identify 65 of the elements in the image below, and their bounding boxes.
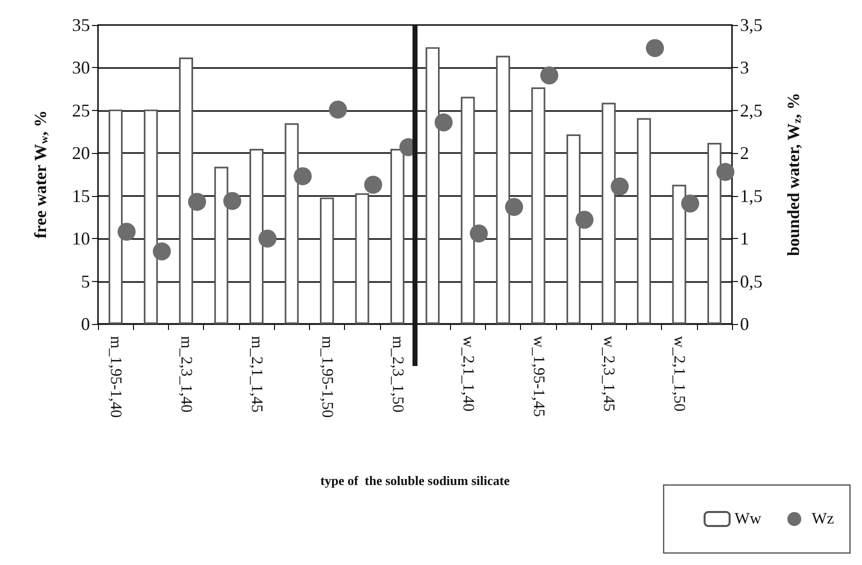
point [646, 39, 664, 58]
y-axis-title: free water Ww, % [31, 110, 50, 238]
point [152, 242, 171, 260]
bar [250, 148, 264, 324]
y2-tick-label: 1,5 [740, 186, 762, 206]
bar [496, 56, 510, 324]
y-tick-label: 25 [72, 100, 90, 120]
point [118, 222, 136, 241]
bar [179, 57, 194, 324]
x-tick-label: m_2,3_1,40 [178, 336, 195, 412]
point [328, 100, 347, 119]
point [470, 224, 488, 242]
bar [460, 96, 475, 324]
bar [108, 110, 123, 324]
point [294, 167, 312, 186]
x-tick-label: m_2,1_1,45 [248, 336, 265, 412]
y2-tick-label: 0,5 [740, 271, 762, 292]
bar [602, 102, 616, 324]
point [223, 192, 242, 210]
point [576, 210, 594, 229]
bar [707, 142, 722, 324]
x-tick-label: m_1,95-1,40 [107, 336, 124, 418]
x-tick-label: w_2,3_1,45 [600, 336, 618, 412]
bar [284, 123, 299, 324]
y-tick-label: 5 [81, 271, 90, 292]
point [681, 194, 700, 213]
y2-tick-label: 0 [740, 314, 749, 334]
x-tick-label: w_2,1_1,50 [670, 336, 688, 412]
y2-tick-label: 2 [740, 143, 749, 164]
point [505, 198, 524, 216]
x-tick-label: w_2,1_1,40 [459, 336, 476, 412]
bar [672, 184, 686, 324]
bar [426, 47, 440, 324]
bar [144, 110, 158, 324]
y-tick-label: 10 [72, 228, 90, 249]
bar [214, 166, 228, 324]
point [188, 192, 206, 211]
y-tick-label: 30 [72, 58, 90, 78]
y-tick-label: 15 [72, 186, 90, 206]
point [364, 176, 382, 194]
point [434, 113, 453, 132]
bar [566, 134, 580, 324]
bar [390, 148, 404, 324]
bar [320, 198, 334, 324]
bar [355, 193, 370, 324]
point [540, 66, 558, 84]
y-tick-label: 20 [72, 143, 90, 164]
y2-axis-title: bounded water, Wz, % [784, 92, 804, 256]
point [610, 177, 629, 196]
bar [531, 87, 546, 324]
x-tick-label: m_2,3_1,50 [388, 336, 406, 412]
x-tick-label: m_1,95-1,50 [318, 336, 336, 418]
y-tick-label: 35 [72, 15, 90, 35]
y-tick-label: 0 [81, 314, 90, 334]
point [258, 230, 276, 248]
x-tick-label: w_1,95-1,45 [530, 336, 547, 417]
legend-label: Ww [734, 510, 762, 528]
bar [636, 118, 651, 324]
legend-label: Wz [812, 510, 834, 528]
x-axis-title: type of the soluble sodium silicate [320, 473, 510, 488]
y2-tick-label: 3 [740, 58, 749, 78]
y2-tick-label: 3,5 [740, 15, 762, 35]
point [716, 162, 734, 181]
y2-tick-label: 2,5 [740, 100, 762, 120]
y2-tick-label: 1 [740, 228, 749, 249]
